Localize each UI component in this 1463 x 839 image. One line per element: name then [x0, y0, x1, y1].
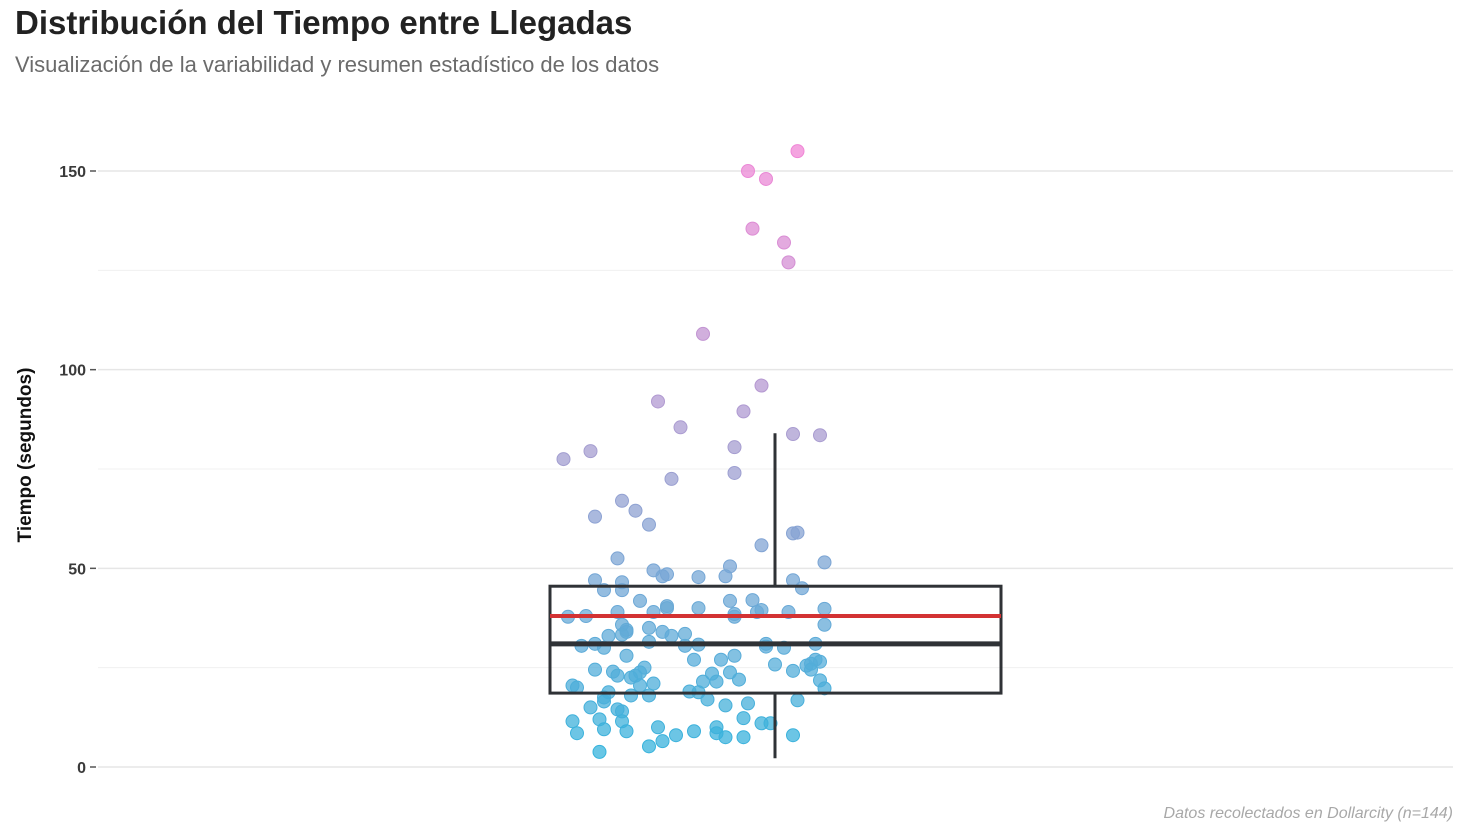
data-point: [673, 420, 688, 435]
data-point: [619, 648, 634, 663]
data-point: [633, 593, 647, 608]
data-point: [583, 700, 598, 715]
data-point: [619, 724, 634, 739]
data-point: [709, 674, 724, 689]
y-tick-label: 0: [77, 760, 86, 777]
data-point: [768, 657, 782, 672]
data-point: [736, 730, 751, 745]
data-point: [790, 525, 805, 540]
data-point: [660, 567, 674, 582]
data-point: [664, 628, 679, 643]
data-point: [696, 326, 710, 341]
data-point: [723, 593, 737, 608]
data-point: [786, 663, 800, 678]
data-point: [718, 698, 733, 713]
data-point: [624, 688, 638, 703]
data-point: [642, 739, 656, 754]
data-point: [786, 728, 800, 743]
data-point: [754, 378, 769, 393]
data-point: [687, 724, 701, 739]
data-point: [736, 711, 751, 726]
data-point: [817, 555, 832, 570]
data-point: [651, 394, 665, 409]
boxplot: [548, 433, 1003, 759]
data-point: [727, 440, 742, 455]
data-point: [790, 144, 805, 159]
grid-layer: [98, 170, 1453, 768]
data-point: [597, 694, 611, 709]
data-point: [687, 652, 701, 667]
data-point: [718, 730, 733, 745]
data-point: [804, 662, 818, 677]
data-point: [588, 509, 602, 524]
y-axis-ticks: 0 50 100 150: [59, 164, 96, 777]
data-point: [781, 255, 796, 270]
data-point: [786, 427, 800, 442]
data-point: [601, 628, 616, 643]
data-point: [777, 235, 791, 250]
data-point: [795, 581, 809, 596]
data-point: [817, 601, 832, 616]
data-point: [664, 471, 679, 486]
data-point: [745, 221, 760, 236]
data-point: [817, 681, 832, 696]
data-point: [583, 444, 598, 459]
data-point: [592, 744, 607, 759]
data-point: [565, 714, 580, 729]
data-point: [556, 452, 571, 467]
data-point: [691, 570, 706, 585]
data-point: [655, 734, 670, 749]
data-point: [628, 503, 643, 518]
data-point: [727, 648, 742, 663]
data-point: [615, 627, 629, 642]
data-point: [642, 688, 656, 703]
chart-title: Distribución del Tiempo entre Llegadas: [15, 4, 633, 41]
data-point: [813, 428, 827, 443]
data-point: [678, 626, 692, 641]
data-point: [754, 538, 769, 553]
data-point: [718, 569, 733, 584]
chart-caption: Datos recolectados en Dollarcity (n=144): [1163, 805, 1453, 822]
data-point: [700, 692, 715, 707]
data-point: [610, 668, 625, 683]
points-layer: [556, 144, 832, 759]
data-point: [741, 696, 755, 711]
data-point: [624, 670, 638, 685]
data-point: [732, 672, 746, 687]
data-point: [660, 601, 674, 616]
data-point: [646, 676, 661, 691]
data-point: [736, 404, 751, 419]
data-point: [588, 662, 602, 677]
data-point: [727, 465, 742, 480]
data-point: [714, 652, 728, 667]
data-point: [610, 551, 625, 566]
y-tick-label: 50: [68, 561, 86, 578]
data-point: [651, 720, 665, 735]
data-point: [610, 702, 625, 717]
y-tick-label: 100: [59, 363, 86, 380]
data-point: [669, 728, 683, 743]
data-point: [759, 171, 773, 186]
data-point: [745, 593, 760, 608]
data-point: [691, 601, 706, 616]
data-point: [817, 617, 832, 632]
chart-subtitle: Visualización de la variabilidad y resum…: [15, 52, 660, 77]
data-point: [615, 493, 629, 508]
y-tick-label: 150: [59, 164, 86, 181]
data-point: [642, 517, 656, 532]
data-point: [741, 164, 755, 178]
data-point: [570, 726, 584, 741]
data-point: [754, 716, 769, 731]
data-point: [790, 693, 805, 708]
iqr-box: [548, 584, 1003, 695]
data-point: [642, 620, 656, 635]
data-point: [597, 722, 611, 737]
